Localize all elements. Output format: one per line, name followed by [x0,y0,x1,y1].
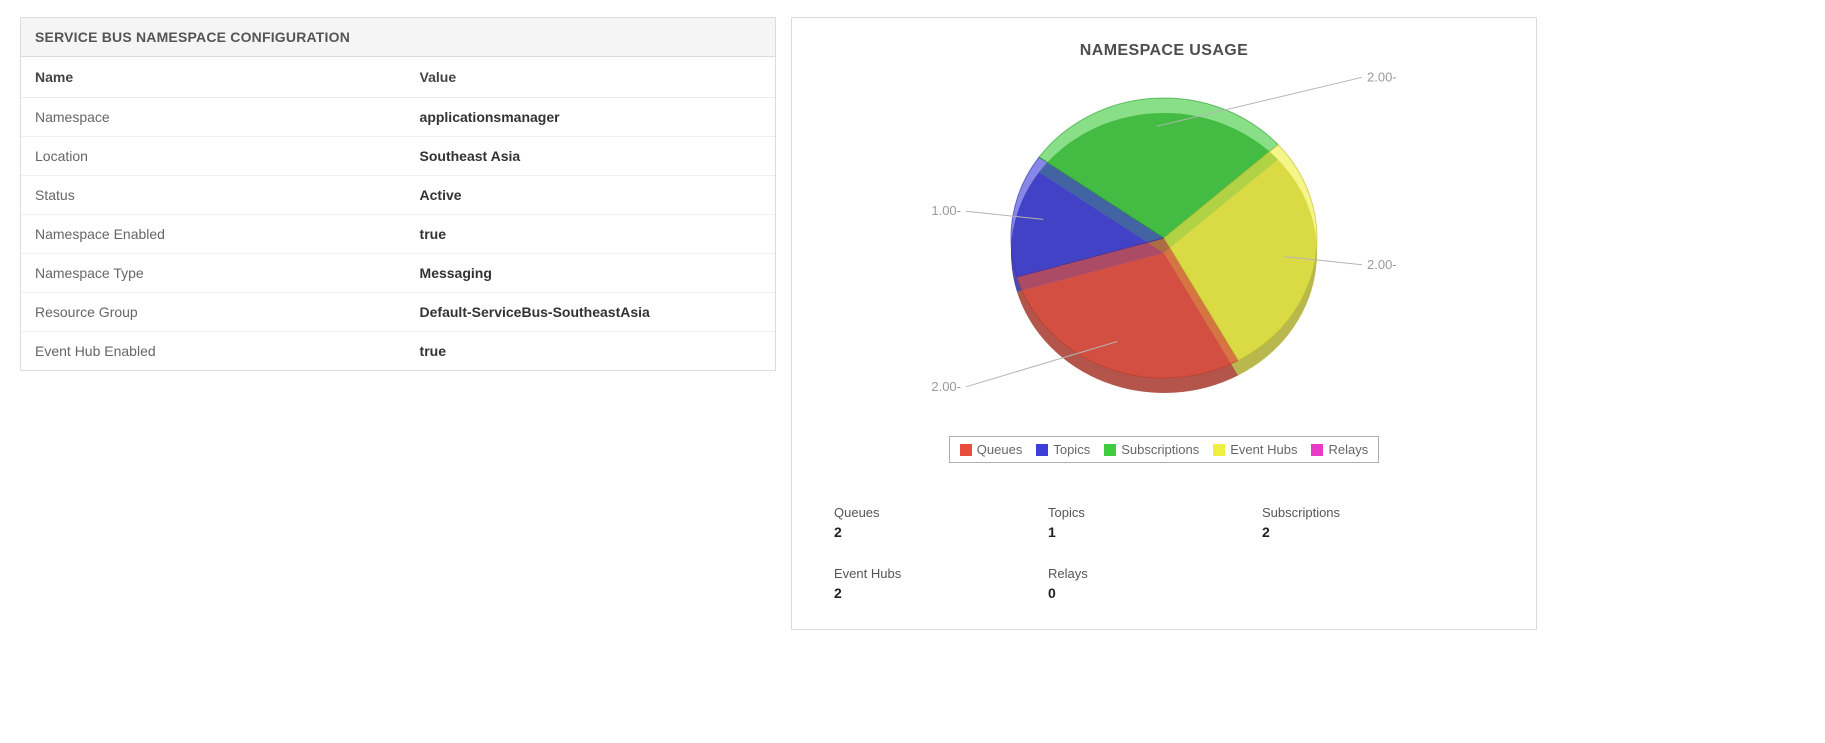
legend-item-topics[interactable]: Topics [1036,442,1090,457]
chart-legend: Queues Topics Subscriptions Event Hubs Relay… [948,436,1380,463]
config-row-event-hub-enabled: Event Hub Enabled true [21,332,775,371]
config-column-name: Name [21,57,406,98]
stat-relays: Relays 0 [1048,566,1262,601]
legend-item-queues[interactable]: Queues [959,442,1023,457]
config-table: Name Value Namespace applicationsmanager L… [21,57,775,370]
pie-value-label-queues: 2.00- [931,379,961,394]
stat-value: 2 [834,585,842,601]
pie-value-label-topics: 1.00- [931,203,961,218]
namespace-usage-pie-chart: 2.00- 1.00- 2.00- 2.00- [931,69,1397,394]
pie-label-line-subscriptions [1156,76,1363,127]
stat-label: Topics [1048,505,1085,520]
legend-swatch-event-hubs [1213,443,1226,456]
stat-label: Subscriptions [1262,505,1341,520]
legend-label: Queues [976,442,1023,457]
property-name: Event Hub Enabled [35,343,156,359]
legend-label: Relays [1328,442,1369,457]
pie-value-label-subscriptions: 2.00- [1367,69,1397,84]
stat-value: 2 [1262,524,1270,540]
config-table-header-row: Name Value [21,57,775,98]
legend-swatch-relays [1311,443,1324,456]
pie-slice-topics[interactable] [1010,156,1166,278]
config-panel-header: SERVICE BUS NAMESPACE CONFIGURATION [21,18,775,57]
pie-slice-event-hubs[interactable] [1163,143,1318,362]
stat-subscriptions: Subscriptions 2 [1262,505,1536,540]
property-name: Status [21,175,406,215]
usage-panel-title: NAMESPACE USAGE [1079,42,1249,59]
legend-label: Subscriptions [1121,442,1200,457]
pie-slice-subscriptions[interactable] [1038,97,1279,239]
config-column-value: Value [405,57,775,98]
legend-item-event-hubs[interactable]: Event Hubs [1213,442,1297,457]
stat-event-hubs: Event Hubs 2 [834,566,1048,601]
usage-panel: NAMESPACE USAGE 2.00- 1.00- 2.00- 2.00- Que… [791,17,1537,630]
stat-value: 2 [834,524,842,540]
property-value: true [419,343,446,359]
legend-item-relays[interactable]: Relays [1311,442,1368,457]
stat-label: Queues [834,505,880,520]
dashboard: SERVICE BUS NAMESPACE CONFIGURATION Name… [20,17,1537,630]
legend-swatch-topics [1036,443,1049,456]
property-value: Default-ServiceBus-SoutheastAsia [405,292,775,332]
usage-stats: Queues 2 Topics 1 Subscriptions 2 Event Hubs 2 R… [834,505,1536,601]
config-row-namespace-type: Namespace Type Messaging [21,253,775,293]
property-name: Namespace Type [21,253,406,293]
config-row-location: Location Southeast Asia [21,136,775,176]
config-row-resource-group: Resource Group Default-ServiceBus-Southea… [21,292,775,332]
config-panel: SERVICE BUS NAMESPACE CONFIGURATION Name… [20,17,776,371]
chart-legend-wrap: Queues Topics Subscriptions Event Hubs Relay… [792,436,1536,463]
property-value: Messaging [405,253,775,293]
config-panel-title: SERVICE BUS NAMESPACE CONFIGURATION [35,29,351,45]
legend-swatch-queues [959,443,972,456]
stat-queues: Queues 2 [834,505,1048,540]
property-name: Resource Group [21,292,406,332]
pie-label-line-topics [965,210,1044,220]
config-row-namespace-enabled: Namespace Enabled true [21,214,775,254]
property-name: Namespace Enabled [21,214,406,254]
property-value: true [405,214,775,254]
property-value: applicationsmanager [405,97,775,137]
legend-item-subscriptions[interactable]: Subscriptions [1104,442,1199,457]
stat-value: 1 [1048,524,1056,540]
pie-slice-queues[interactable] [1016,237,1239,379]
pie-value-label-event-hubs: 2.00- [1367,257,1397,272]
stat-label: Event Hubs [834,566,902,581]
stat-value: 0 [1048,585,1056,601]
stat-topics: Topics 1 [1048,505,1262,540]
pie-label-line-event-hubs [1284,256,1363,266]
legend-swatch-subscriptions [1104,443,1117,456]
legend-label: Event Hubs [1230,442,1298,457]
config-row-namespace: Namespace applicationsmanager [21,97,775,137]
property-name: Namespace [21,97,406,137]
property-value: Southeast Asia [405,136,775,176]
pie-label-line-queues [965,341,1118,388]
config-row-status: Status Active [21,175,775,215]
property-name: Location [21,136,406,176]
legend-label: Topics [1053,442,1091,457]
stat-label: Relays [1048,566,1088,581]
property-value: Active [405,175,775,215]
